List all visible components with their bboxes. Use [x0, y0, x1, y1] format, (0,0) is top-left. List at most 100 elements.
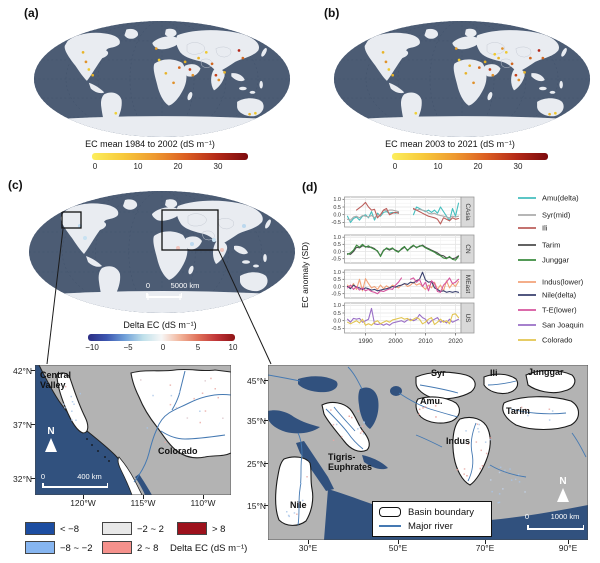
legend-label-Amu(delta): Amu(delta)	[542, 194, 579, 203]
cbar-b-tick: 10	[433, 162, 443, 171]
legend-label-T-E(lower): T-E(lower)	[542, 306, 577, 315]
world-map-b	[333, 20, 591, 138]
legend-label-Indus(lower): Indus(lower)	[542, 278, 584, 287]
us-ytick: 37°N	[13, 420, 32, 430]
me-legend-basin-row: Basin boundary	[379, 507, 485, 518]
cbar-a-tick: 20	[173, 162, 183, 171]
panel-c-scalebar	[146, 293, 182, 298]
svg-text:-0.5: -0.5	[332, 220, 341, 226]
rivers	[268, 366, 587, 526]
svg-text:-0.5: -0.5	[332, 326, 341, 332]
me-ytick-mark	[264, 463, 268, 464]
delta-class-swatch-neg8-neg2	[25, 541, 55, 554]
us-scalebar	[42, 483, 108, 488]
me-xtick: 90°E	[558, 543, 578, 553]
delta-class-label: −8 ~ −2	[60, 543, 93, 554]
series-line-T-E(lower)	[346, 277, 460, 295]
nile-label: Nile	[290, 500, 307, 510]
svg-text:1.0: 1.0	[333, 303, 341, 309]
delta-class-label: > 8	[212, 524, 226, 535]
me-scale-label: 1000 km	[550, 512, 580, 521]
me-north-label: N	[559, 476, 567, 487]
me-north-arrow-icon	[557, 488, 569, 502]
svg-text:2020: 2020	[448, 338, 463, 345]
basin-outlines	[486, 42, 532, 68]
svg-text:2000: 2000	[388, 338, 403, 345]
panel-c-scalebar-label: 5000 km	[170, 281, 200, 290]
series-line-Ili	[355, 201, 460, 225]
us-scale-zero: 0	[40, 472, 46, 481]
series-line-Nile(delta)	[346, 271, 460, 293]
cbar-c-tick: 10	[228, 343, 238, 352]
svg-text:-0.5: -0.5	[332, 257, 341, 263]
us-xtick-mark	[203, 495, 204, 499]
delta-class-swatch-2-8	[102, 541, 132, 554]
basin-boundary-label: Basin boundary	[408, 506, 475, 518]
me-ytick: 45°N	[247, 376, 266, 386]
legend-label-Syr(mid): Syr(mid)	[542, 211, 571, 220]
facet-strip-CAsia	[460, 196, 475, 228]
facet-strip-CN	[460, 234, 475, 264]
us-ytick-mark	[31, 370, 35, 371]
svg-text:MEast: MEast	[464, 275, 471, 294]
central-valley-label: Central Valley	[40, 370, 72, 390]
legend-label-Nile(delta): Nile(delta)	[542, 291, 577, 300]
us-north-arrow-icon	[45, 438, 57, 452]
svg-text:US: US	[464, 313, 471, 323]
zoom-boxes	[61, 209, 219, 251]
us-ytick-mark	[31, 478, 35, 479]
me-ytick: 35°N	[247, 416, 266, 426]
svg-text:1.0: 1.0	[333, 270, 341, 276]
cbar-a-tick: 30	[213, 162, 223, 171]
cbar-c-tick: 0	[160, 343, 166, 352]
svg-text:CN: CN	[464, 244, 471, 254]
legend-label-Tarim: Tarim	[542, 241, 560, 250]
delta-colorbar	[88, 334, 235, 341]
tarim-basin	[502, 396, 580, 431]
ec-colorbar-b	[392, 153, 548, 160]
panel-c-caption: Delta EC (dS m⁻¹)	[123, 320, 197, 330]
major-river-label: Major river	[408, 520, 453, 532]
cbar-c-tick: −10	[85, 343, 99, 352]
svg-text:-0.5: -0.5	[332, 292, 341, 298]
svg-text:0.5: 0.5	[333, 311, 341, 317]
me-ytick-mark	[264, 380, 268, 381]
us-xtick: 120°W	[70, 498, 96, 508]
me-ytick-mark	[264, 420, 268, 421]
delta-class-label: < −8	[60, 524, 80, 535]
ec-anomaly-chart: 1.00.50.0-0.5CAsiaAmu(delta)Syr(mid)Ili1…	[332, 194, 584, 346]
me-xtick-mark	[398, 540, 399, 544]
tarim-label: Tarim	[506, 406, 530, 416]
svg-text:1.0: 1.0	[333, 235, 341, 241]
channel-islands	[86, 438, 110, 462]
us-scale-label: 400 km	[77, 472, 102, 481]
cbar-a-tick: 0	[92, 162, 98, 171]
legend-label-Junggar: Junggar	[542, 256, 570, 265]
me-xtick-mark	[485, 540, 486, 544]
me-xtick: 50°E	[388, 543, 408, 553]
delta-class-label: 2 ~ 8	[137, 543, 159, 554]
panel-c-scalebar-zero: 0	[145, 281, 151, 290]
panel-d-ylabel: EC anomaly (SD)	[300, 241, 310, 309]
cbar-a-tick: 10	[133, 162, 143, 171]
panel-a-tag: (a)	[24, 6, 39, 20]
delta-class-label: −2 ~ 2	[137, 524, 164, 535]
delta-class-swatch-neg2-2	[102, 522, 132, 535]
me-ytick: 15°N	[247, 501, 266, 511]
ec-colorbar-a	[92, 153, 248, 160]
basin-outlines	[187, 213, 234, 241]
svg-text:1990: 1990	[358, 338, 373, 345]
me-scalebar	[527, 525, 584, 530]
me-legend-river-row: Major river	[379, 521, 485, 532]
cbar-b-tick: 20	[473, 162, 483, 171]
delta-legend-title: Delta EC (dS m⁻¹)	[170, 543, 248, 554]
cbar-b-tick: 0	[392, 162, 398, 171]
me-ytick-mark	[264, 505, 268, 506]
us-ytick: 32°N	[13, 474, 32, 484]
us-region-map	[35, 365, 231, 495]
colorado-river	[133, 370, 231, 483]
meast-region-map	[268, 365, 588, 540]
major-river-icon	[379, 525, 401, 527]
us-xtick: 110°W	[190, 498, 216, 508]
junggar-label: Junggar	[528, 367, 564, 377]
